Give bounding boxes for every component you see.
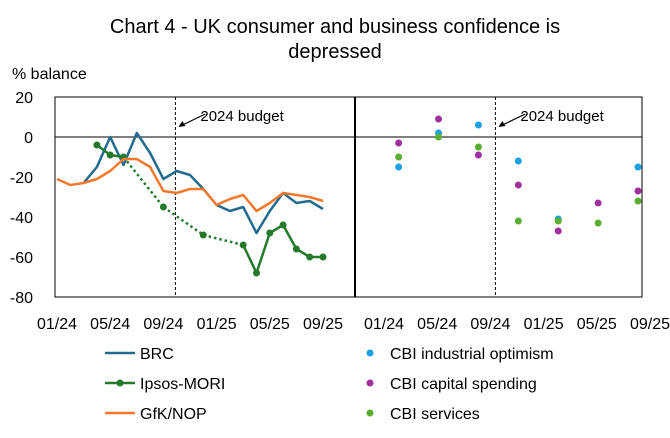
legend-marker	[366, 409, 374, 417]
y-tick-label: -80	[10, 290, 33, 307]
cbi-capital-spending-point	[435, 115, 443, 123]
cbi-services-point	[634, 197, 642, 205]
left-x-tick-label: 05/24	[90, 316, 130, 333]
y-tick-label: -60	[10, 250, 33, 267]
ipsos-mori-point	[253, 269, 260, 277]
cbi-services-point	[474, 143, 482, 151]
right-budget-annotation: 2024 budget	[520, 108, 604, 125]
brc-line	[82, 131, 324, 235]
ipsos-mori-point	[266, 229, 274, 237]
cbi-industrial-optimism-point	[395, 163, 403, 171]
cbi-services-point	[594, 219, 602, 227]
ipsos-mori-line-segment	[242, 244, 258, 274]
cbi-services-point	[435, 133, 443, 141]
left-budget-arrow	[180, 113, 206, 127]
legend-label: Ipsos-MORI	[140, 376, 225, 393]
right-x-tick-label: 01/24	[364, 316, 404, 333]
left-x-tick-label: 01/24	[37, 316, 77, 333]
cbi-capital-spending-point	[474, 151, 482, 159]
ipsos-mori-point	[306, 253, 314, 261]
y-tick-label: 20	[15, 90, 33, 107]
cbi-services-point	[554, 217, 562, 225]
right-budget-arrow	[500, 113, 526, 127]
legend-label: BRC	[140, 346, 174, 363]
cbi-capital-spending-point	[395, 139, 403, 147]
right-x-tick-label: 09/24	[470, 316, 510, 333]
legend-label: CBI capital spending	[390, 376, 537, 393]
ipsos-mori-point	[292, 245, 300, 253]
legend-label: CBI industrial optimism	[390, 346, 554, 363]
cbi-capital-spending-point	[514, 181, 522, 189]
chart-title-line1: Chart 4 - UK consumer and business confi…	[110, 16, 560, 38]
ipsos-mori-line-segment	[282, 224, 298, 250]
right-x-tick-label: 05/25	[577, 316, 617, 333]
legend-label: GfK/NOP	[140, 406, 207, 423]
left-x-tick-label: 05/25	[250, 316, 290, 333]
y-tick-label: -40	[10, 210, 33, 227]
ipsos-mori-point	[106, 151, 114, 159]
ipsos-mori-point	[239, 241, 247, 249]
right-x-tick-label: 09/25	[630, 316, 670, 333]
legend-marker	[116, 379, 124, 387]
y-tick-label: -20	[10, 170, 33, 187]
legend-marker	[366, 349, 374, 357]
ipsos-mori-point	[279, 221, 287, 229]
cbi-services-point	[514, 217, 522, 225]
right-x-tick-label: 05/24	[417, 316, 457, 333]
ipsos-mori-line-segment	[202, 233, 244, 247]
cbi-capital-spending-point	[634, 187, 642, 195]
ipsos-mori-line-segment	[255, 232, 271, 274]
y-axis-label: % balance	[12, 66, 87, 83]
left-x-tick-label: 01/25	[197, 316, 237, 333]
right-panel-frame	[354, 96, 643, 298]
cbi-industrial-optimism-point	[474, 121, 482, 129]
cbi-industrial-optimism-point	[514, 157, 522, 165]
cbi-capital-spending-point	[594, 199, 602, 207]
y-tick-label: 0	[24, 130, 33, 147]
ipsos-mori-line-segment	[162, 205, 205, 237]
ipsos-mori-point	[93, 141, 101, 149]
chart-title-line2: depressed	[288, 41, 381, 63]
gfk-nop-line	[56, 157, 324, 213]
legend-label: CBI services	[390, 406, 480, 423]
ipsos-mori-point	[319, 253, 327, 261]
cbi-services-point	[395, 153, 403, 161]
cbi-industrial-optimism-point	[634, 163, 642, 171]
left-budget-arrowhead	[178, 121, 186, 127]
left-budget-annotation: 2024 budget	[200, 108, 284, 125]
left-x-tick-label: 09/25	[303, 316, 343, 333]
right-x-tick-label: 01/25	[524, 316, 564, 333]
ipsos-mori-point	[199, 231, 207, 239]
cbi-capital-spending-point	[554, 227, 562, 235]
right-budget-arrowhead	[498, 121, 506, 127]
left-x-tick-label: 09/24	[143, 316, 183, 333]
legend-marker	[366, 379, 374, 387]
ipsos-mori-point	[159, 203, 167, 211]
